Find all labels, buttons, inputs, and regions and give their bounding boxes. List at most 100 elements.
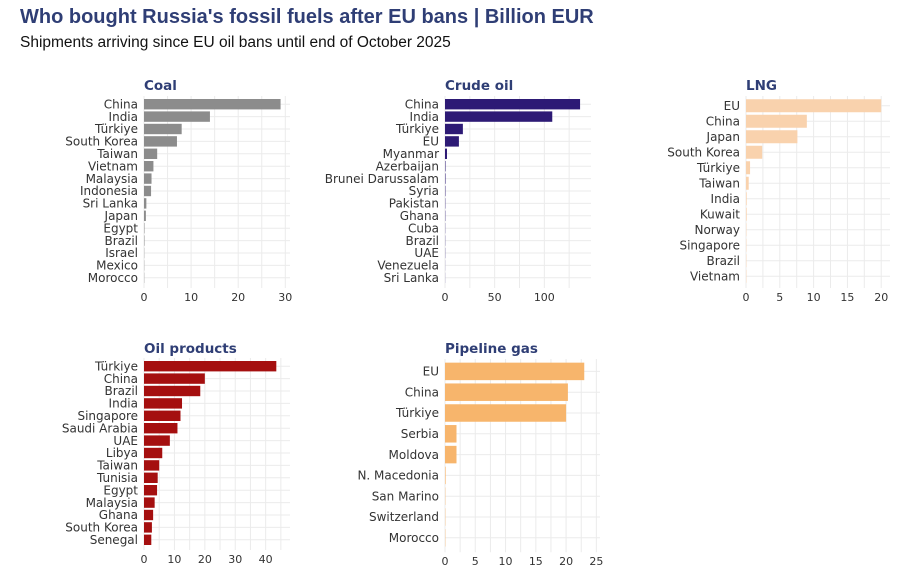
tick-label-coal-30: 30	[278, 291, 292, 304]
tick-label-oil-products-0: 0	[141, 553, 148, 566]
bar-pipeline-gas-eu	[445, 362, 585, 381]
panel-title-lng: LNG	[746, 78, 777, 94]
bar-oil-products-china	[144, 373, 205, 384]
category-label-oil-products-brazil: Brazil	[105, 384, 139, 398]
bar-pipeline-gas-n-macedonia	[445, 466, 446, 485]
category-label-crude-oil-ghana: Ghana	[400, 209, 439, 223]
category-label-pipeline-gas-morocco: Morocco	[389, 531, 439, 545]
chart-title: Who bought Russia's fossil fuels after E…	[20, 6, 594, 28]
tick-label-pipeline-gas-10: 10	[499, 555, 513, 568]
category-label-coal-vietnam: Vietnam	[88, 159, 138, 173]
bar-coal-sri-lanka	[144, 198, 147, 209]
category-label-coal-turkiye: Türkiye	[94, 122, 138, 136]
category-label-crude-oil-brazil: Brazil	[406, 234, 440, 248]
bar-pipeline-gas-turkiye	[445, 404, 567, 422]
category-label-oil-products-china: China	[104, 372, 138, 386]
category-label-pipeline-gas-moldova: Moldova	[389, 448, 439, 462]
tick-label-coal-20: 20	[231, 291, 245, 304]
category-label-crude-oil-india: India	[410, 110, 439, 124]
panel-title-crude-oil: Crude oil	[445, 78, 513, 94]
category-label-crude-oil-brunei-darussalam: Brunei Darussalam	[325, 172, 439, 186]
chart-subtitle: Shipments arriving since EU oil bans unt…	[20, 34, 451, 51]
category-label-coal-morocco: Morocco	[88, 271, 138, 285]
bar-crude-oil-china	[445, 99, 581, 110]
panel-title-oil-products: Oil products	[144, 341, 237, 357]
panel-oil-products: Oil products TürkiyeChinaBrazilIndiaSinga…	[62, 341, 290, 566]
tick-label-coal-10: 10	[184, 291, 198, 304]
category-label-pipeline-gas-china: China	[405, 385, 439, 399]
category-label-oil-products-libya: Libya	[106, 446, 138, 460]
tick-label-crude-oil-50: 50	[488, 291, 502, 304]
category-label-coal-mexico: Mexico	[96, 259, 138, 273]
tick-label-lng-0: 0	[743, 291, 750, 304]
category-label-oil-products-turkiye: Türkiye	[94, 359, 138, 373]
category-label-lng-norway: Norway	[694, 223, 740, 237]
panel-title-pipeline-gas: Pipeline gas	[445, 341, 538, 357]
bar-lng-turkiye	[746, 161, 751, 175]
category-label-coal-india: India	[109, 110, 138, 124]
category-label-lng-japan: Japan	[706, 130, 740, 144]
tick-label-coal-0: 0	[141, 291, 148, 304]
category-label-lng-singapore: Singapore	[679, 238, 740, 252]
category-label-oil-products-taiwan: Taiwan	[96, 459, 138, 473]
category-label-coal-taiwan: Taiwan	[96, 147, 138, 161]
category-label-crude-oil-turkiye: Türkiye	[395, 122, 439, 136]
category-label-crude-oil-azerbaijan: Azerbaijan	[376, 159, 439, 173]
category-label-oil-products-singapore: Singapore	[77, 409, 138, 423]
category-label-coal-israel: Israel	[105, 246, 138, 260]
bar-oil-products-malaysia	[144, 497, 155, 508]
category-label-lng-turkiye: Türkiye	[696, 161, 740, 175]
bar-lng-india	[746, 192, 747, 206]
category-label-oil-products-india: India	[109, 397, 138, 411]
category-label-crude-oil-cuba: Cuba	[408, 221, 439, 235]
bar-crude-oil-turkiye	[445, 123, 463, 135]
bar-pipeline-gas-moldova	[445, 445, 457, 464]
tick-label-crude-oil-100: 100	[534, 291, 555, 304]
tick-label-oil-products-30: 30	[228, 553, 242, 566]
bar-lng-taiwan	[746, 176, 749, 190]
category-label-oil-products-malaysia: Malaysia	[86, 496, 138, 510]
category-label-oil-products-saudi-arabia: Saudi Arabia	[62, 421, 138, 435]
tick-label-lng-10: 10	[807, 291, 821, 304]
category-label-oil-products-south-korea: South Korea	[65, 521, 138, 535]
bar-oil-products-libya	[144, 447, 163, 459]
category-label-pipeline-gas-n-macedonia: N. Macedonia	[357, 469, 439, 483]
category-label-pipeline-gas-switzerland: Switzerland	[369, 510, 439, 524]
category-label-coal-south-korea: South Korea	[65, 135, 138, 149]
category-label-crude-oil-uae: UAE	[414, 246, 439, 260]
category-label-lng-vietnam: Vietnam	[690, 269, 740, 283]
panel-pipeline-gas: Pipeline gas EU China Türkiye Serbia Moldova N…	[357, 341, 603, 568]
category-label-crude-oil-china: China	[405, 97, 439, 111]
bar-oil-products-tunisia	[144, 472, 158, 483]
category-label-coal-egypt: Egypt	[103, 221, 138, 235]
bar-coal-malaysia	[144, 173, 152, 184]
category-label-coal-brazil: Brazil	[105, 234, 139, 248]
category-label-oil-products-ghana: Ghana	[99, 508, 138, 522]
bar-coal-china	[144, 99, 281, 110]
bar-coal-vietnam	[144, 161, 154, 172]
bar-lng-kuwait	[746, 207, 747, 221]
tick-label-lng-20: 20	[874, 291, 888, 304]
bar-coal-japan	[144, 210, 146, 221]
bar-oil-products-saudi-arabia	[144, 423, 178, 434]
category-label-crude-oil-pakistan: Pakistan	[389, 197, 439, 211]
bar-coal-turkiye	[144, 123, 182, 135]
category-label-oil-products-uae: UAE	[113, 434, 138, 448]
bar-oil-products-senegal	[144, 534, 152, 545]
bar-lng-south-korea	[746, 145, 763, 159]
bar-crude-oil-india	[445, 111, 553, 122]
bar-coal-south-korea	[144, 136, 177, 147]
category-label-lng-china: China	[706, 114, 740, 128]
category-label-pipeline-gas-eu: EU	[423, 365, 439, 379]
bar-oil-products-ghana	[144, 509, 154, 521]
category-label-lng-taiwan: Taiwan	[698, 176, 740, 190]
category-label-coal-malaysia: Malaysia	[86, 172, 138, 186]
bar-pipeline-gas-serbia	[445, 425, 457, 443]
category-label-coal-japan: Japan	[104, 209, 138, 223]
bar-oil-products-uae	[144, 435, 170, 446]
category-label-lng-brazil: Brazil	[707, 254, 741, 268]
category-label-lng-south-korea: South Korea	[667, 145, 740, 159]
